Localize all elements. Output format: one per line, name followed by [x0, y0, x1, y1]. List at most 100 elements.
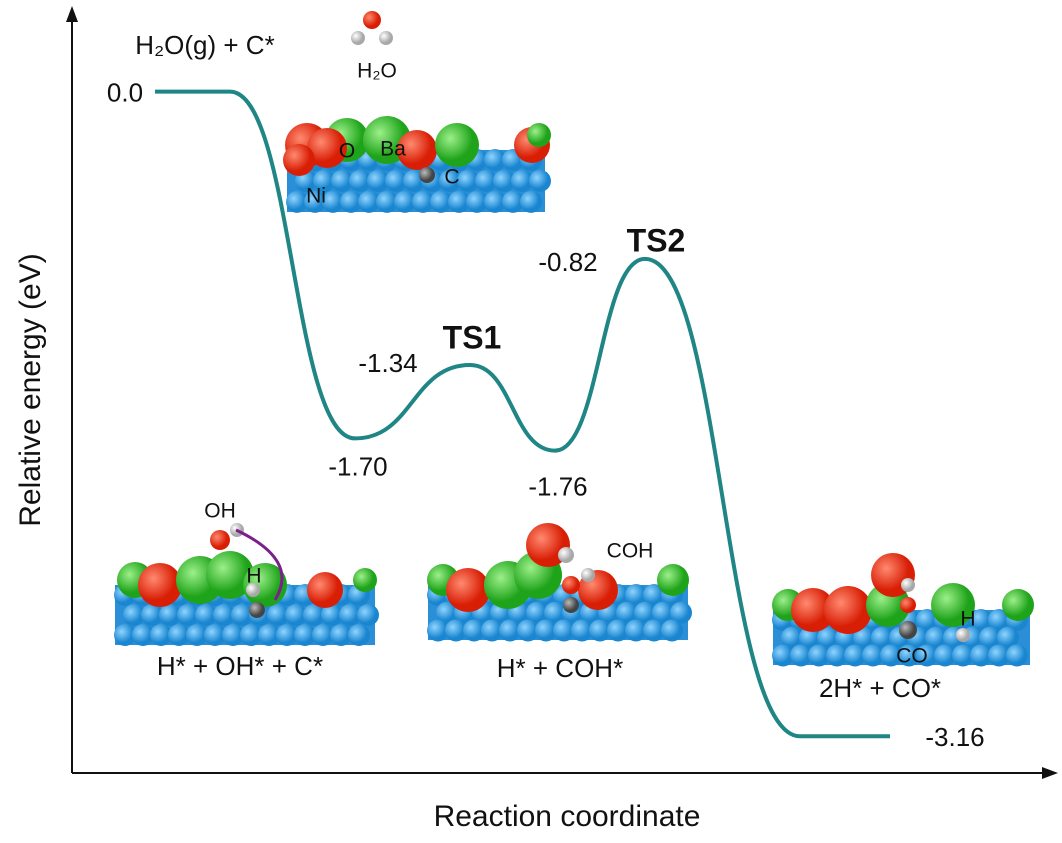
atom — [952, 644, 974, 667]
atom — [529, 169, 551, 192]
atom — [358, 190, 380, 213]
atom — [294, 624, 316, 646]
arrow — [235, 528, 284, 601]
atom — [558, 547, 574, 563]
atom — [385, 169, 407, 192]
atom — [925, 626, 947, 649]
atom — [246, 583, 260, 597]
state-label: H* + OH* + C* — [157, 651, 323, 681]
atom — [307, 128, 347, 168]
atom — [511, 169, 533, 192]
atom — [168, 624, 190, 646]
atom — [379, 31, 393, 45]
atom — [349, 169, 371, 192]
atom — [436, 601, 458, 624]
atom — [446, 568, 490, 612]
atom-label: Ba — [380, 138, 406, 161]
atom — [286, 190, 308, 213]
atom — [934, 644, 956, 667]
atom — [312, 624, 334, 646]
atom — [210, 530, 230, 550]
atom — [790, 644, 812, 667]
atom — [997, 626, 1019, 649]
atom-label: CO — [896, 645, 928, 668]
atom — [412, 190, 434, 213]
atom — [661, 619, 683, 642]
atom-label: H — [246, 565, 261, 588]
atom — [781, 626, 803, 649]
atom — [625, 619, 647, 642]
atom — [502, 190, 524, 213]
atom — [956, 628, 970, 642]
y-axis-label: Relative energy (eV) — [14, 253, 47, 526]
atom-label: OH — [204, 500, 236, 523]
atom — [439, 169, 461, 192]
atom — [141, 604, 163, 626]
atom — [419, 167, 435, 183]
atom — [643, 619, 665, 642]
atom — [123, 604, 145, 626]
atom — [445, 619, 467, 642]
atom — [222, 624, 244, 646]
atom — [283, 144, 315, 176]
atom — [931, 583, 975, 627]
atom — [435, 123, 479, 167]
atom — [484, 190, 506, 213]
atom — [979, 626, 1001, 649]
atom — [1002, 589, 1034, 621]
atom — [186, 624, 208, 646]
atom — [553, 619, 575, 642]
atom — [258, 624, 280, 646]
atom — [484, 149, 506, 171]
atom — [376, 190, 398, 213]
atom — [303, 604, 325, 626]
atom — [988, 609, 1010, 631]
atom — [481, 619, 503, 642]
state-label: H₂O(g) + C* — [135, 30, 274, 60]
atom-label: Ni — [306, 185, 326, 208]
atom — [970, 609, 992, 631]
atom — [307, 572, 343, 608]
atom-label: COH — [607, 540, 654, 563]
atom — [276, 624, 298, 646]
atom — [357, 604, 379, 626]
atom — [138, 563, 182, 607]
structures — [114, 11, 1034, 667]
atom — [772, 644, 794, 667]
atom-label: H — [960, 608, 975, 631]
atom — [634, 601, 656, 624]
atom — [331, 169, 353, 192]
atom — [571, 619, 593, 642]
y-axis-arrow — [66, 6, 78, 22]
atom — [195, 604, 217, 626]
atom — [397, 130, 437, 170]
atom — [177, 604, 199, 626]
atom-label: C — [444, 166, 459, 189]
atom — [1006, 644, 1028, 667]
atom — [231, 604, 253, 626]
energy-line — [155, 89, 890, 739]
value-label: -0.82 — [538, 247, 597, 277]
atom — [457, 169, 479, 192]
atom — [430, 190, 452, 213]
atom — [562, 576, 580, 594]
atom — [988, 644, 1010, 667]
x-axis-arrow — [1042, 767, 1058, 779]
atom — [520, 190, 542, 213]
atom — [791, 588, 835, 632]
atom — [527, 123, 551, 147]
atom — [844, 644, 866, 667]
atom — [427, 619, 449, 642]
atom — [652, 601, 674, 624]
atom — [150, 624, 172, 646]
atom — [880, 644, 902, 667]
state-label: H* + COH* — [497, 653, 623, 683]
atom — [475, 169, 497, 192]
value-label: 0.0 — [107, 77, 143, 107]
atom — [862, 644, 884, 667]
atom — [321, 604, 343, 626]
atom — [499, 619, 521, 642]
transition-state-label: TS2 — [627, 222, 686, 258]
atom — [363, 11, 381, 29]
